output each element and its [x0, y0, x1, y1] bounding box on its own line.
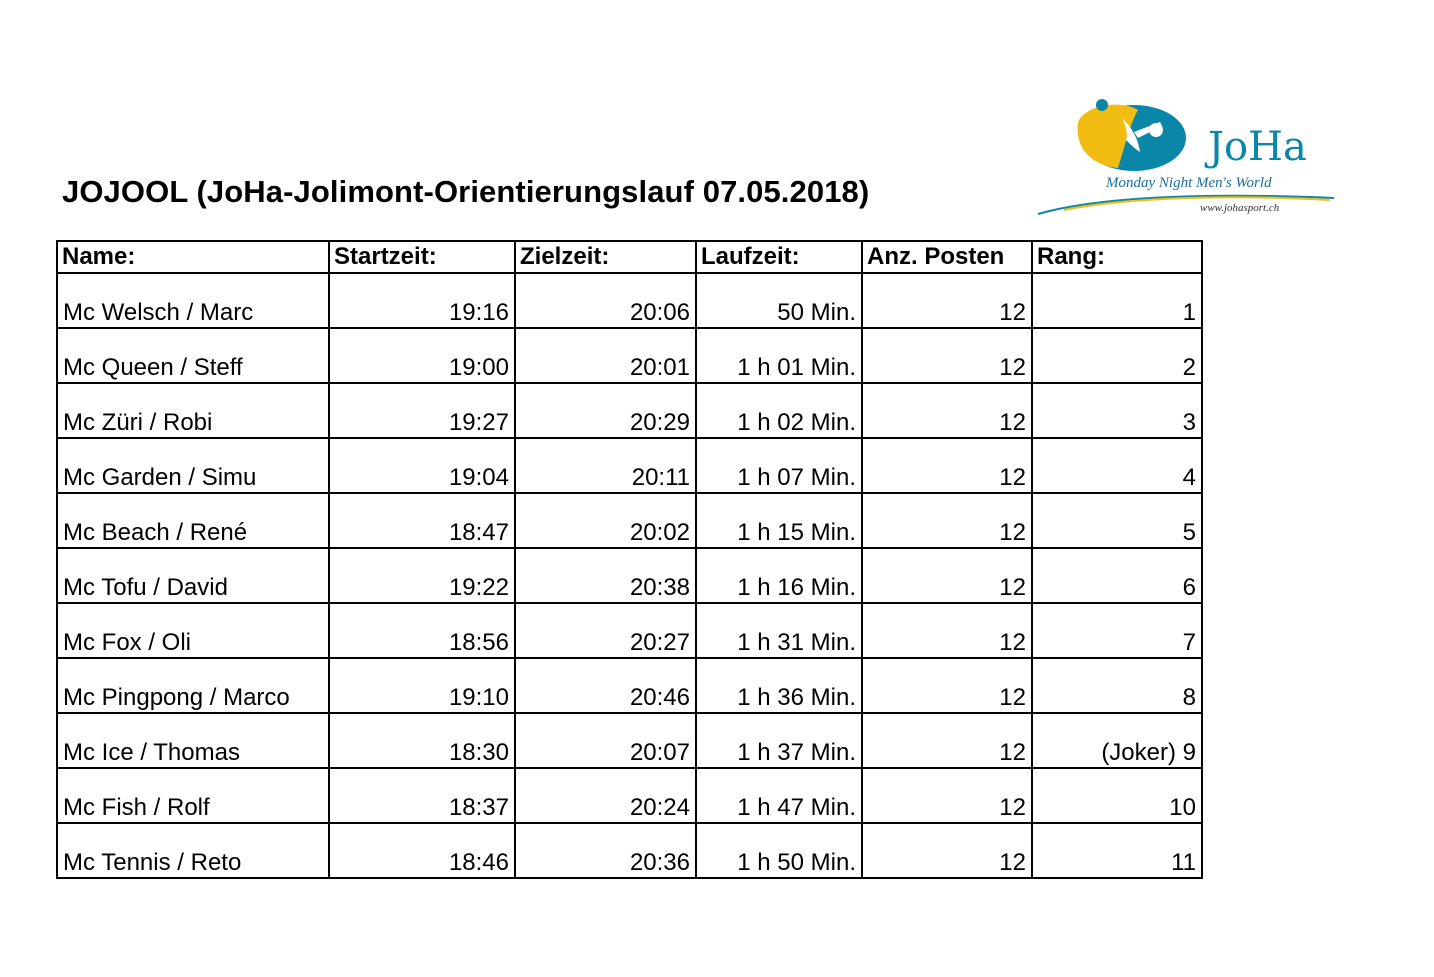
cell-rank: 5 [1031, 492, 1203, 549]
table-row: Mc Beach / René 18:47 20:02 1 h 15 Min. … [56, 492, 1203, 549]
cell-finish: 20:46 [514, 657, 697, 714]
cell-finish: 20:27 [514, 602, 697, 659]
cell-rank: (Joker) 9 [1031, 712, 1203, 769]
cell-runtime: 1 h 15 Min. [695, 492, 863, 549]
header-rank: Rang: [1031, 240, 1203, 274]
table-header-row: Name: Startzeit: Zielzeit: Laufzeit: Anz… [56, 240, 1203, 274]
cell-finish: 20:36 [514, 822, 697, 879]
cell-rank: 3 [1031, 382, 1203, 439]
cell-start: 19:27 [328, 382, 516, 439]
cell-start: 19:04 [328, 437, 516, 494]
cell-name: Mc Fox / Oli [56, 602, 330, 659]
table-row: Mc Züri / Robi 19:27 20:29 1 h 02 Min. 1… [56, 382, 1203, 439]
cell-posts: 12 [861, 602, 1033, 659]
cell-finish: 20:07 [514, 712, 697, 769]
cell-runtime: 1 h 36 Min. [695, 657, 863, 714]
cell-finish: 20:24 [514, 767, 697, 824]
cell-posts: 12 [861, 327, 1033, 384]
cell-rank: 2 [1031, 327, 1203, 384]
cell-finish: 20:06 [514, 272, 697, 329]
results-table: Name: Startzeit: Zielzeit: Laufzeit: Anz… [56, 240, 1203, 879]
cell-name: Mc Tennis / Reto [56, 822, 330, 879]
cell-runtime: 1 h 07 Min. [695, 437, 863, 494]
header-start: Startzeit: [328, 240, 516, 274]
cell-rank: 8 [1031, 657, 1203, 714]
cell-start: 19:00 [328, 327, 516, 384]
cell-posts: 12 [861, 712, 1033, 769]
cell-finish: 20:02 [514, 492, 697, 549]
cell-name: Mc Züri / Robi [56, 382, 330, 439]
cell-finish: 20:29 [514, 382, 697, 439]
cell-name: Mc Pingpong / Marco [56, 657, 330, 714]
cell-start: 19:10 [328, 657, 516, 714]
cell-rank: 7 [1031, 602, 1203, 659]
cell-rank: 10 [1031, 767, 1203, 824]
logo-ball [1149, 123, 1163, 137]
cell-runtime: 1 h 16 Min. [695, 547, 863, 604]
cell-start: 19:16 [328, 272, 516, 329]
logo-tagline: Monday Night Men's World [1105, 175, 1272, 191]
cell-finish: 20:11 [514, 437, 697, 494]
cell-start: 18:47 [328, 492, 516, 549]
header-name: Name: [56, 240, 330, 274]
cell-posts: 12 [861, 822, 1033, 879]
cell-posts: 12 [861, 657, 1033, 714]
table-row: Mc Tennis / Reto 18:46 20:36 1 h 50 Min.… [56, 822, 1203, 879]
table-row: Mc Tofu / David 19:22 20:38 1 h 16 Min. … [56, 547, 1203, 604]
cell-posts: 12 [861, 492, 1033, 549]
cell-name: Mc Tofu / David [56, 547, 330, 604]
header-posts: Anz. Posten [861, 240, 1033, 274]
cell-rank: 4 [1031, 437, 1203, 494]
logo-ellipse-yellow [1077, 104, 1138, 168]
joha-logo: JoHa Monday Night Men's World www.johasp… [1034, 94, 1336, 220]
cell-name: Mc Welsch / Marc [56, 272, 330, 329]
cell-runtime: 1 h 01 Min. [695, 327, 863, 384]
table-row: Mc Fish / Rolf 18:37 20:24 1 h 47 Min. 1… [56, 767, 1203, 824]
cell-start: 19:22 [328, 547, 516, 604]
cell-posts: 12 [861, 437, 1033, 494]
cell-rank: 6 [1031, 547, 1203, 604]
cell-start: 18:30 [328, 712, 516, 769]
cell-runtime: 1 h 02 Min. [695, 382, 863, 439]
cell-runtime: 50 Min. [695, 272, 863, 329]
cell-posts: 12 [861, 767, 1033, 824]
cell-runtime: 1 h 47 Min. [695, 767, 863, 824]
cell-name: Mc Fish / Rolf [56, 767, 330, 824]
logo-swoosh-yellow [1063, 196, 1331, 211]
table-row: Mc Queen / Steff 19:00 20:01 1 h 01 Min.… [56, 327, 1203, 384]
table-row: Mc Welsch / Marc 19:16 20:06 50 Min. 12 … [56, 272, 1203, 329]
cell-name: Mc Ice / Thomas [56, 712, 330, 769]
cell-finish: 20:01 [514, 327, 697, 384]
logo-head-dot [1096, 99, 1108, 111]
joha-logo-graphic: JoHa Monday Night Men's World www.johasp… [1037, 99, 1335, 215]
header-runtime: Laufzeit: [695, 240, 863, 274]
logo-swoosh-blue [1037, 194, 1335, 215]
cell-start: 18:46 [328, 822, 516, 879]
table-row: Mc Garden / Simu 19:04 20:11 1 h 07 Min.… [56, 437, 1203, 494]
cell-posts: 12 [861, 547, 1033, 604]
cell-rank: 1 [1031, 272, 1203, 329]
header-finish: Zielzeit: [514, 240, 697, 274]
table-row: Mc Fox / Oli 18:56 20:27 1 h 31 Min. 12 … [56, 602, 1203, 659]
logo-wordmark: JoHa [1204, 124, 1307, 170]
cell-name: Mc Garden / Simu [56, 437, 330, 494]
cell-start: 18:56 [328, 602, 516, 659]
cell-name: Mc Queen / Steff [56, 327, 330, 384]
cell-posts: 12 [861, 382, 1033, 439]
cell-start: 18:37 [328, 767, 516, 824]
cell-finish: 20:38 [514, 547, 697, 604]
cell-rank: 11 [1031, 822, 1203, 879]
table-row: Mc Pingpong / Marco 19:10 20:46 1 h 36 M… [56, 657, 1203, 714]
cell-runtime: 1 h 50 Min. [695, 822, 863, 879]
document-title: JOJOOL (JoHa-Jolimont-Orientierungslauf … [62, 174, 870, 209]
cell-runtime: 1 h 37 Min. [695, 712, 863, 769]
table-row: Mc Ice / Thomas 18:30 20:07 1 h 37 Min. … [56, 712, 1203, 769]
logo-url: www.johasport.ch [1200, 202, 1280, 214]
cell-posts: 12 [861, 272, 1033, 329]
logo-figure [1122, 118, 1140, 152]
cell-name: Mc Beach / René [56, 492, 330, 549]
cell-runtime: 1 h 31 Min. [695, 602, 863, 659]
